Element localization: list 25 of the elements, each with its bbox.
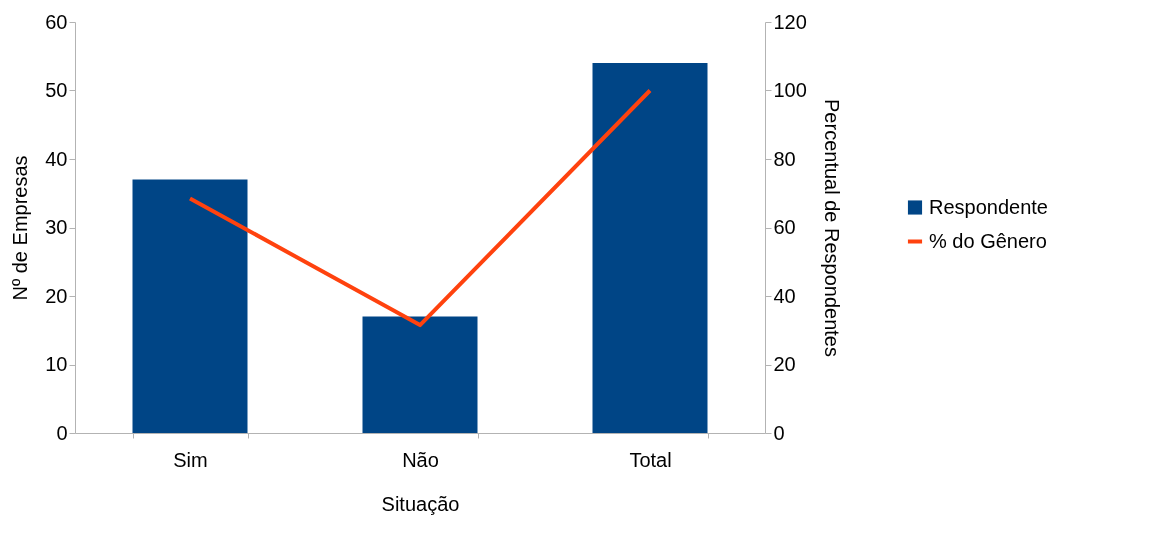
y-tick-label: 20 bbox=[45, 284, 68, 307]
x-axis-title: Situação bbox=[381, 492, 460, 515]
x-tick-label: Não bbox=[402, 448, 439, 471]
bar bbox=[592, 63, 708, 433]
y2-tick-label: 40 bbox=[773, 284, 796, 307]
y2-tick-label: 80 bbox=[773, 147, 796, 170]
y-tick-label: 40 bbox=[45, 147, 68, 170]
y-tick-label: 0 bbox=[56, 421, 68, 444]
y-tick-label: 60 bbox=[45, 10, 68, 33]
y2-axis-title: Percentual de Respondentes bbox=[820, 99, 843, 357]
y-tick-label: 50 bbox=[45, 79, 68, 101]
bar bbox=[362, 316, 478, 433]
y-axis-title: Nº de Empresas bbox=[9, 155, 32, 301]
y2-tick-label: 100 bbox=[773, 79, 807, 101]
y2-tick-label: 60 bbox=[773, 216, 796, 238]
x-tick-label: Sim bbox=[173, 448, 208, 471]
y2-tick-label: 120 bbox=[773, 10, 807, 33]
legend-label: % do Gênero bbox=[929, 229, 1047, 252]
y2-tick-label: 0 bbox=[773, 421, 785, 444]
x-tick-label: Total bbox=[629, 448, 672, 471]
y-tick-label: 10 bbox=[45, 353, 68, 375]
bar bbox=[132, 179, 248, 433]
y2-tick-label: 20 bbox=[773, 353, 796, 375]
legend-label: Respondente bbox=[929, 195, 1048, 218]
y-tick-label: 30 bbox=[45, 216, 68, 238]
